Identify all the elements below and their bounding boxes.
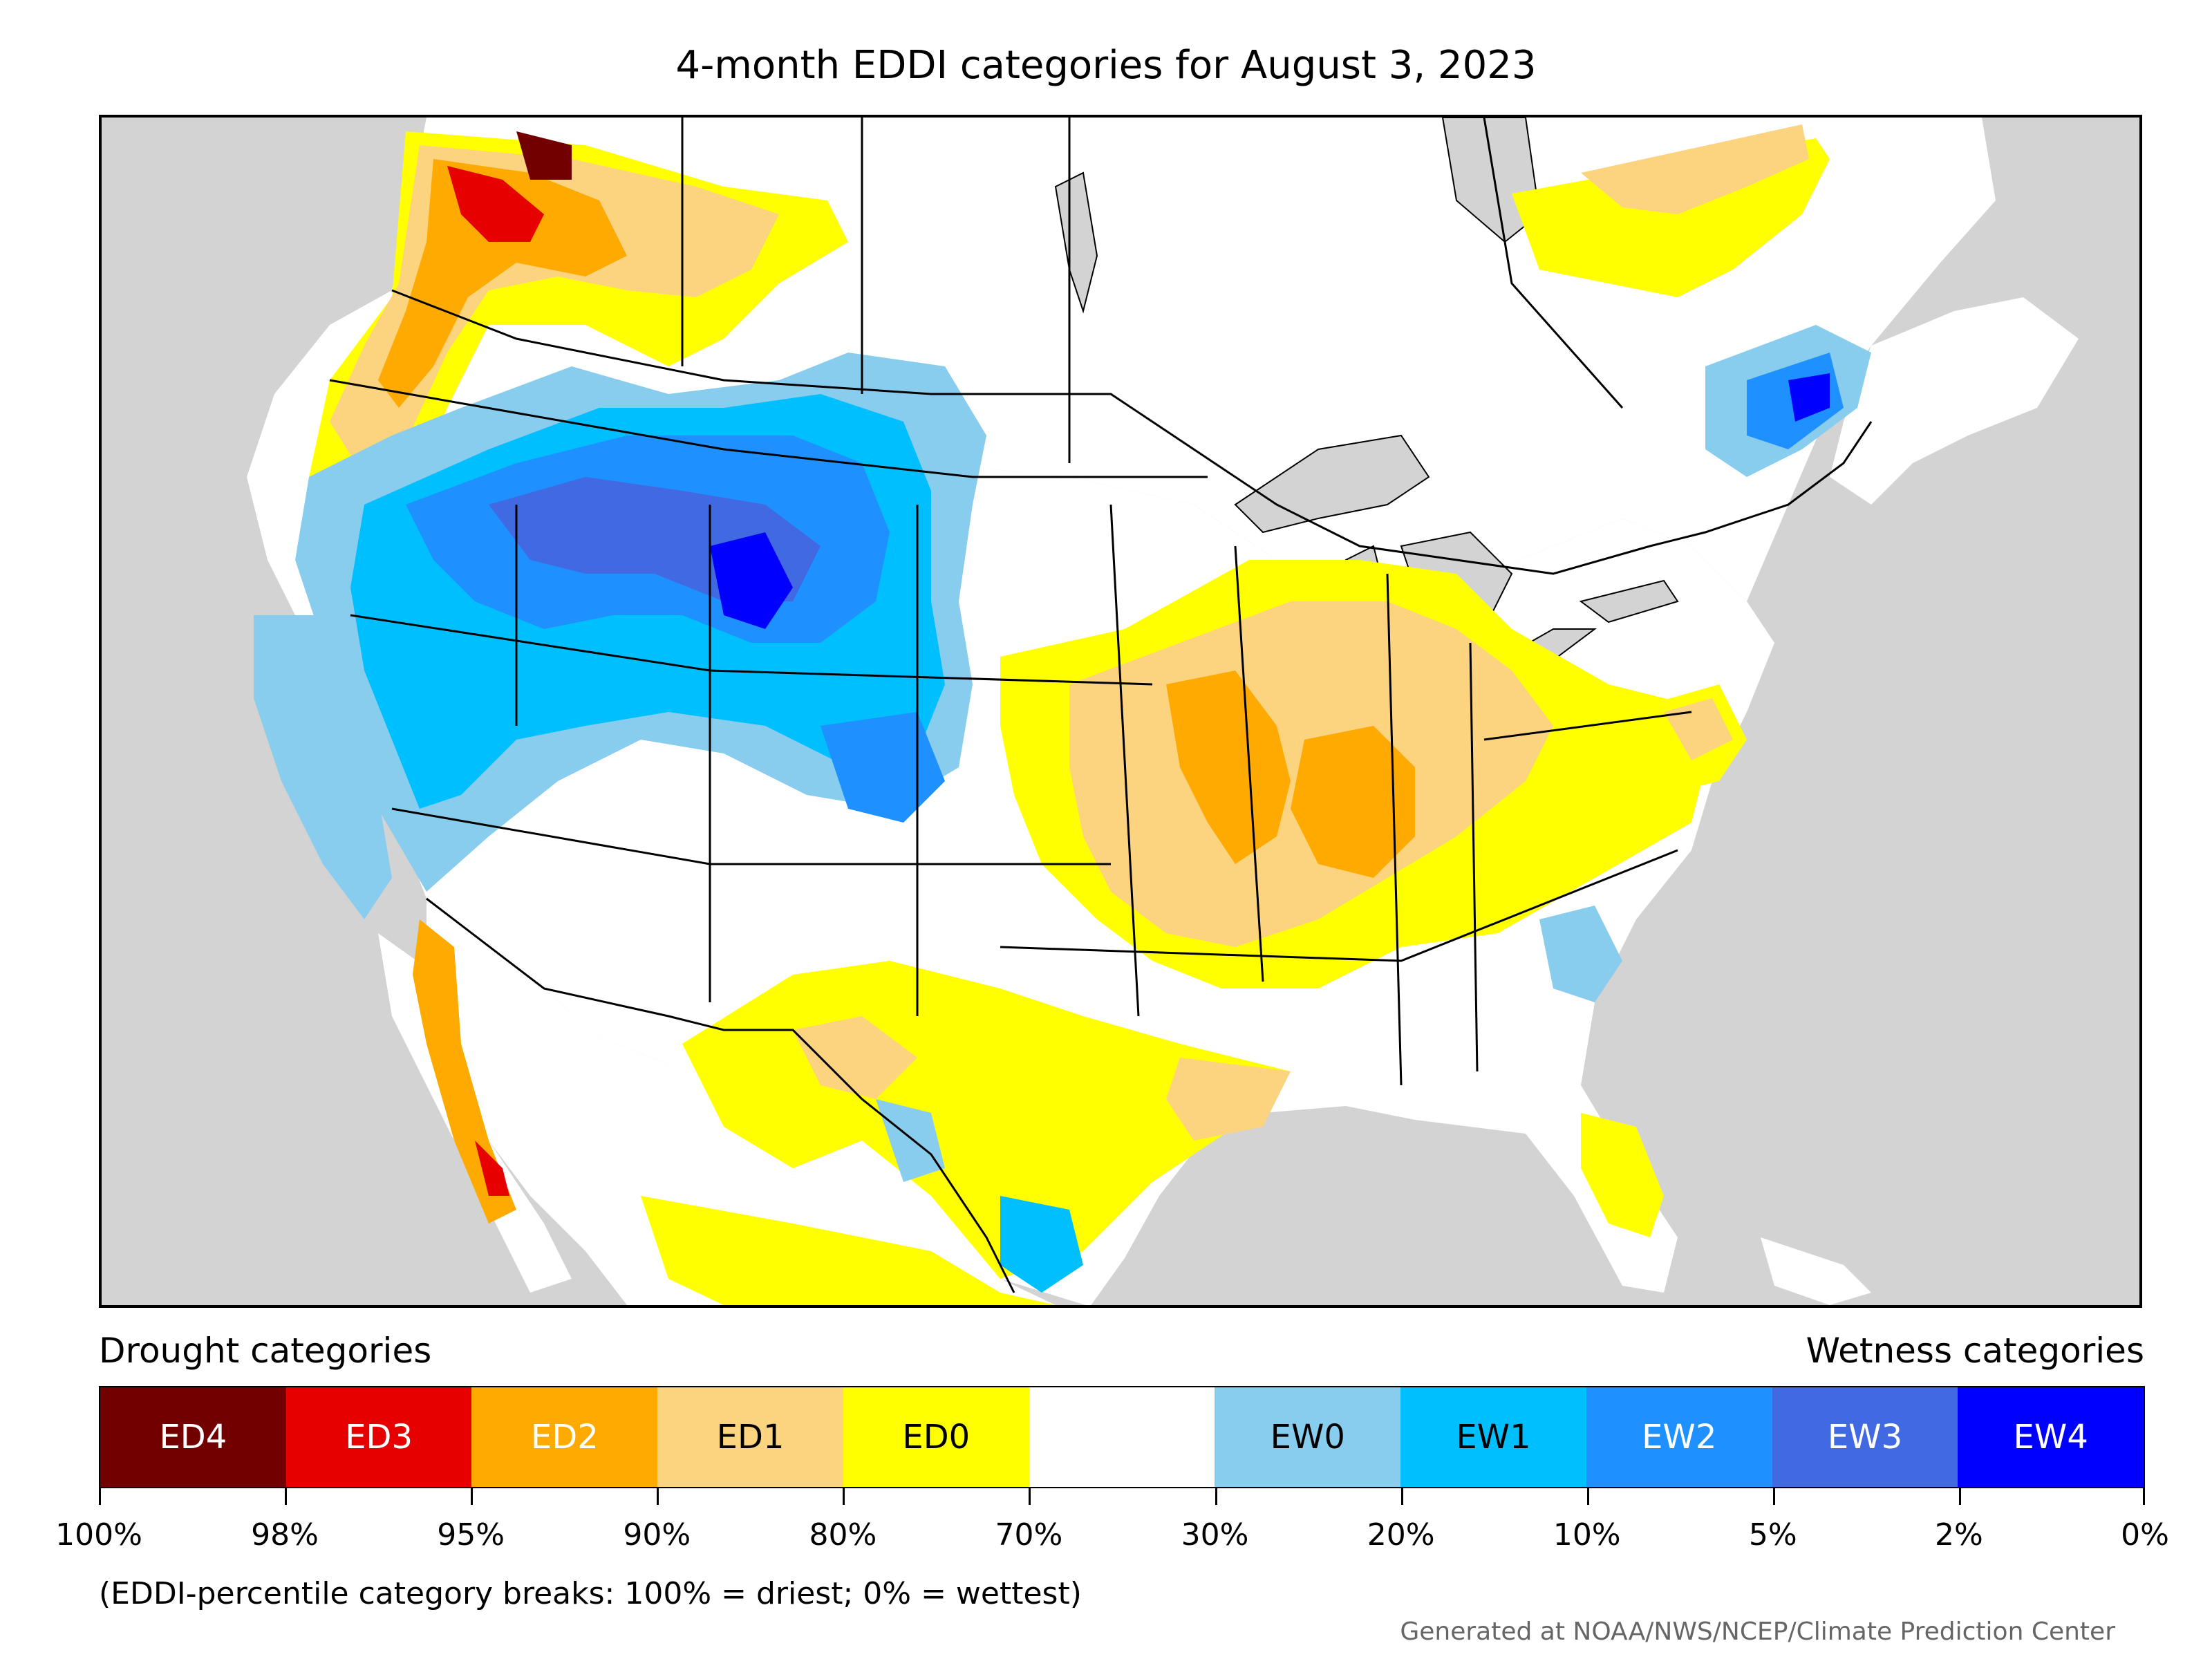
legend-tick-label: 90% — [623, 1517, 691, 1553]
legend-note: (EDDI-percentile category breaks: 100% =… — [99, 1576, 1082, 1611]
legend-tick — [2143, 1488, 2145, 1505]
borders-layer — [329, 118, 1873, 1293]
border-state-17 — [1483, 118, 1624, 409]
border-state-2 — [723, 448, 1208, 478]
legend-tick — [1400, 1488, 1403, 1505]
map-title: 4-month EDDI categories for August 3, 20… — [675, 43, 1537, 88]
legend-segment: EW3 — [1772, 1387, 1958, 1487]
legend-tick — [1215, 1488, 1217, 1505]
border-state-12 — [1469, 642, 1479, 1072]
credit-text: Generated at NOAA/NWS/NCEP/Climate Predi… — [1400, 1618, 2115, 1646]
legend-tick-label: 95% — [437, 1517, 505, 1553]
legend-segment: EW0 — [1215, 1387, 1401, 1487]
region-ed3-pnw — [447, 166, 544, 242]
border-state-6 — [350, 614, 1153, 686]
region-ew0-california — [254, 615, 392, 919]
region-ed1-louisiana — [1166, 1058, 1291, 1141]
legend-tick-label: 20% — [1367, 1517, 1435, 1553]
legend-segment: EW1 — [1400, 1387, 1586, 1487]
region-ed2-pnw — [378, 159, 627, 408]
legend-tick-label: 100% — [55, 1517, 142, 1553]
region-ed2-baja — [413, 919, 516, 1224]
border-us-mexico — [426, 897, 1015, 1293]
wetness-heading: Wetness categories — [1806, 1331, 2144, 1371]
region-ed3-baja — [475, 1141, 509, 1196]
region-ew4-northeast — [1788, 373, 1830, 422]
legend-tick — [843, 1488, 845, 1505]
border-state-8 — [1109, 504, 1140, 1017]
legend-tick-label: 2% — [1935, 1517, 1983, 1553]
legend-colorbar: ED4 ED3 ED2 ED1 ED0 EW0 EW1 EW2 EW3 EW4 — [99, 1386, 2145, 1488]
legend-segment — [1029, 1387, 1215, 1487]
region-ed2-illinois — [1291, 726, 1415, 878]
border-state-9 — [1234, 545, 1264, 982]
border-state-7 — [391, 807, 1111, 865]
border-state-1 — [329, 379, 724, 451]
legend-tick — [1029, 1488, 1031, 1505]
region-ed0-florida — [1581, 1113, 1664, 1237]
land-cuba — [1761, 1237, 1871, 1305]
legend-tick — [657, 1488, 659, 1505]
legend-tick-label: 98% — [251, 1517, 319, 1553]
region-ed0-mexico — [641, 1196, 1056, 1305]
legend-tick-label: 0% — [2121, 1517, 2169, 1553]
hudson-bay-edge — [1441, 118, 1541, 243]
border-state-13 — [1483, 711, 1692, 741]
land-mexico — [427, 899, 1056, 1305]
lake-ontario — [1579, 579, 1679, 624]
legend-segment: ED4 — [100, 1387, 286, 1487]
legend-tick — [1958, 1488, 1961, 1505]
region-ew4-wyoming — [710, 532, 793, 629]
lake-winnipeg — [1054, 171, 1098, 314]
legend-tick — [99, 1488, 101, 1505]
region-ed1-texas — [793, 1016, 917, 1099]
legend-segment: ED2 — [471, 1387, 658, 1487]
land-maritimes — [1830, 297, 2079, 505]
legend-segment: EW4 — [1958, 1387, 2144, 1487]
legend-tick-label: 5% — [1748, 1517, 1797, 1553]
eddi-map — [247, 118, 2079, 1305]
region-ed1-quebec — [1581, 124, 1809, 214]
legend-tick — [1772, 1488, 1775, 1505]
legend-segment: ED1 — [657, 1387, 843, 1487]
legend-ticks — [99, 1488, 2145, 1505]
region-ed4-pnw — [516, 131, 572, 180]
map-panel — [99, 115, 2142, 1308]
legend-tick-label: 30% — [1181, 1517, 1249, 1553]
legend-tick-label: 10% — [1553, 1517, 1621, 1553]
border-us-canada — [391, 289, 1873, 575]
region-ew1-texascoast — [1000, 1196, 1083, 1293]
legend-tick-label: 80% — [809, 1517, 877, 1553]
region-ew0-newmexico — [876, 1099, 945, 1182]
legend-segment: ED0 — [843, 1387, 1029, 1487]
drought-heading: Drought categories — [99, 1331, 432, 1371]
legend-tick — [1586, 1488, 1589, 1505]
legend-tick-label: 70% — [995, 1517, 1063, 1553]
region-ew2-colorado — [821, 712, 945, 823]
eddi-regions — [254, 124, 1871, 1305]
legend-segment: ED3 — [285, 1387, 472, 1487]
legend-segment: EW2 — [1586, 1387, 1772, 1487]
region-ed2-midwest — [1166, 671, 1291, 864]
border-state-10 — [1000, 849, 1678, 962]
legend-tick — [471, 1488, 474, 1505]
region-ew0-carolinas — [1539, 906, 1622, 1002]
border-state-11 — [1386, 573, 1403, 1086]
legend-tick — [285, 1488, 288, 1505]
